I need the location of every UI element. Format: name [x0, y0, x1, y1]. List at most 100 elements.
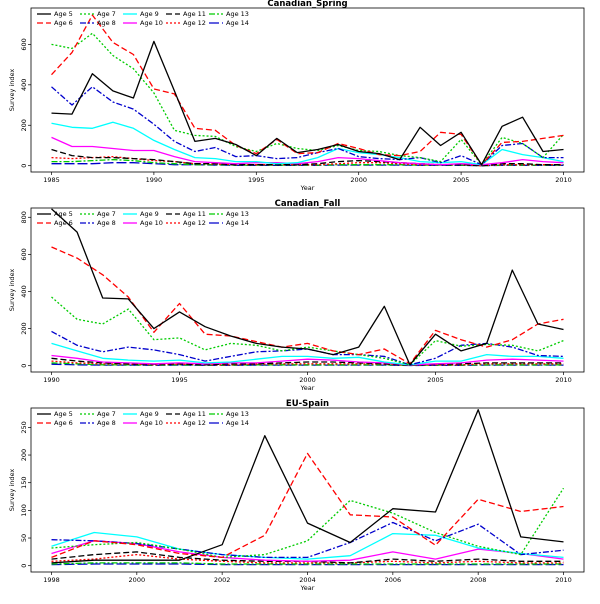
- x-tick-label: 2000: [129, 576, 146, 584]
- legend-label: Age 9: [140, 210, 159, 218]
- legend-label: Age 5: [54, 210, 73, 218]
- legend-label: Age 6: [54, 19, 73, 27]
- legend-label: Age 5: [54, 410, 73, 418]
- y-tick-label: 600: [20, 38, 28, 50]
- series-line-age-5: [51, 40, 564, 166]
- series-line-age-10: [51, 354, 564, 366]
- y-tick-label: 50: [20, 534, 28, 542]
- series-line-age-5: [51, 409, 564, 564]
- y-axis-label: Survey index: [8, 69, 16, 112]
- legend-label: Age 10: [140, 19, 163, 27]
- series-line-age-11: [51, 148, 564, 167]
- legend-label: Age 7: [97, 210, 116, 218]
- legend-label: Age 11: [183, 410, 206, 418]
- legend-label: Age 14: [226, 219, 249, 227]
- series-line-age-12: [51, 553, 564, 564]
- y-tick-label: 0: [20, 164, 28, 168]
- y-tick-label: 100: [20, 504, 28, 516]
- plot-frame: [30, 7, 585, 173]
- series-line-age-8: [51, 86, 564, 166]
- x-tick-label: 1990: [43, 376, 60, 384]
- x-tick-label: 2006: [385, 576, 402, 584]
- series-line-age-9: [51, 531, 564, 560]
- legend-label: Age 12: [183, 419, 206, 427]
- legend-label: Age 7: [97, 410, 116, 418]
- series-line-age-7: [51, 32, 564, 166]
- series-line-age-11: [51, 357, 564, 366]
- panel-title: Canadian_Fall: [275, 199, 341, 209]
- x-tick-label: 2005: [427, 376, 444, 384]
- x-tick-label: 1990: [146, 176, 163, 184]
- y-tick-label: 150: [20, 476, 28, 488]
- legend-label: Age 8: [97, 19, 116, 27]
- x-tick-label: 2010: [555, 176, 572, 184]
- legend-label: Age 8: [97, 419, 116, 427]
- x-tick-label: 1995: [248, 176, 265, 184]
- legend-label: Age 13: [226, 410, 249, 418]
- panel-title: EU-Spain: [286, 399, 329, 409]
- x-tick-label: 1985: [43, 176, 60, 184]
- x-tick-label: 1995: [171, 376, 188, 384]
- series-line-age-9: [51, 342, 564, 366]
- series-line-age-7: [51, 487, 565, 559]
- series-line-age-5: [51, 208, 564, 366]
- x-axis-label: Year: [300, 584, 315, 592]
- legend-label: Age 11: [183, 210, 206, 218]
- x-axis-label: Year: [300, 384, 315, 392]
- legend-label: Age 9: [140, 10, 159, 18]
- y-tick-label: 200: [20, 119, 28, 131]
- series-line-age-8: [51, 521, 564, 559]
- legend-label: Age 8: [97, 219, 116, 227]
- y-axis-label: Survey index: [8, 269, 16, 312]
- legend-label: Age 13: [226, 10, 249, 18]
- y-axis-label: Survey index: [8, 469, 16, 512]
- y-tick-label: 0: [20, 364, 28, 368]
- series-group: [51, 14, 564, 167]
- x-tick-label: 2004: [299, 576, 316, 584]
- panel-title: Canadian_Spring: [267, 0, 347, 9]
- x-tick-label: 2010: [555, 576, 572, 584]
- legend-label: Age 12: [183, 19, 206, 27]
- y-tick-label: 250: [20, 421, 28, 433]
- series-line-age-6: [51, 452, 564, 559]
- legend-label: Age 10: [140, 219, 163, 227]
- x-tick-label: 2002: [214, 576, 231, 584]
- legend-label: Age 11: [183, 10, 206, 18]
- series-group: [51, 208, 564, 367]
- legend-label: Age 10: [140, 419, 163, 427]
- legend-label: Age 5: [54, 10, 73, 18]
- x-tick-label: 2005: [453, 176, 470, 184]
- plot-frame: [30, 407, 585, 573]
- y-tick-label: 200: [20, 449, 28, 461]
- legend-label: Age 9: [140, 410, 159, 418]
- y-tick-label: 800: [20, 211, 28, 223]
- x-tick-label: 1998: [43, 576, 60, 584]
- series-line-age-9: [51, 121, 564, 166]
- legend-label: Age 13: [226, 210, 249, 218]
- legend-label: Age 14: [226, 19, 249, 27]
- legend-label: Age 12: [183, 219, 206, 227]
- x-axis-label: Year: [300, 184, 315, 192]
- x-tick-label: 2008: [470, 576, 487, 584]
- legend-label: Age 6: [54, 419, 73, 427]
- legend-label: Age 6: [54, 219, 73, 227]
- y-tick-label: 0: [20, 564, 28, 568]
- legend-label: Age 7: [97, 10, 116, 18]
- series-line-age-6: [51, 246, 564, 365]
- panel-1: Canadian_Fall 1990 1995 2000 2005 2010 Year 0 20…: [8, 199, 585, 392]
- y-tick-label: 600: [20, 248, 28, 260]
- series-line-age-10: [51, 540, 564, 562]
- x-tick-label: 2000: [299, 376, 316, 384]
- series-line-age-13: [51, 562, 564, 565]
- x-tick-label: 2000: [350, 176, 367, 184]
- series-line-age-6: [51, 14, 564, 166]
- y-tick-label: 400: [20, 79, 28, 91]
- y-tick-label: 200: [20, 322, 28, 334]
- legend-label: Age 14: [226, 419, 249, 427]
